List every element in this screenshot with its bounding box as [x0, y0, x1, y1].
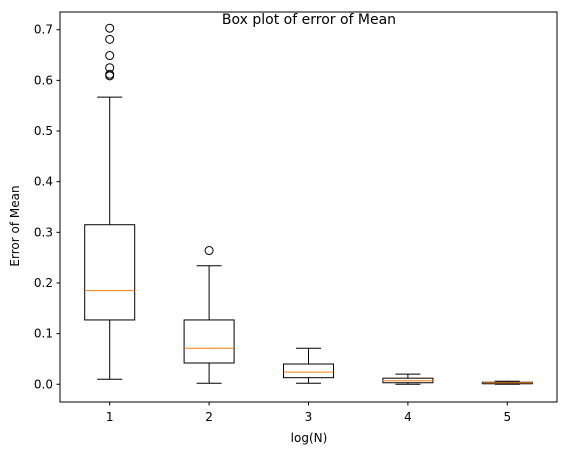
box-iqr	[183, 319, 235, 364]
chart-title: Box plot of error of Mean	[222, 12, 396, 28]
y-tick-label: 0.2	[34, 276, 53, 290]
y-tick-label: 0.5	[34, 124, 53, 138]
x-tick-label: 3	[305, 410, 313, 424]
outlier-point	[105, 23, 115, 33]
x-tick-label: 2	[205, 410, 213, 424]
x-tick-label: 5	[503, 410, 511, 424]
plot-frame	[59, 11, 558, 403]
x-axis-label: log(N)	[291, 431, 328, 445]
outlier-point	[204, 246, 214, 256]
y-tick-label: 0.4	[34, 175, 53, 189]
outlier-point	[105, 63, 115, 73]
box-iqr	[283, 363, 334, 379]
y-axis-ticks: 0.0 0.1 0.2 0.3 0.4 0.5 0.6 0.7	[34, 23, 60, 391]
outlier-point	[105, 34, 115, 44]
outlier-point	[105, 51, 115, 61]
x-tick-label: 4	[404, 410, 412, 424]
box-group-4	[382, 373, 434, 385]
boxes-layer	[84, 23, 533, 385]
box-group-2	[183, 246, 235, 384]
y-tick-label: 0.6	[34, 73, 53, 87]
box-group-5	[481, 380, 533, 385]
y-tick-label: 0.0	[34, 377, 53, 391]
box-group-3	[283, 347, 334, 384]
y-tick-label: 0.3	[34, 225, 53, 239]
outlier-point	[105, 69, 115, 79]
y-tick-label: 0.7	[34, 23, 53, 37]
x-tick-label: 1	[106, 410, 114, 424]
box-group-1	[84, 23, 136, 380]
y-tick-label: 0.1	[34, 327, 53, 341]
box-iqr	[84, 224, 136, 321]
x-axis-ticks: 1 2 3 4 5	[106, 402, 511, 424]
y-axis-label: Error of Mean	[8, 185, 22, 266]
